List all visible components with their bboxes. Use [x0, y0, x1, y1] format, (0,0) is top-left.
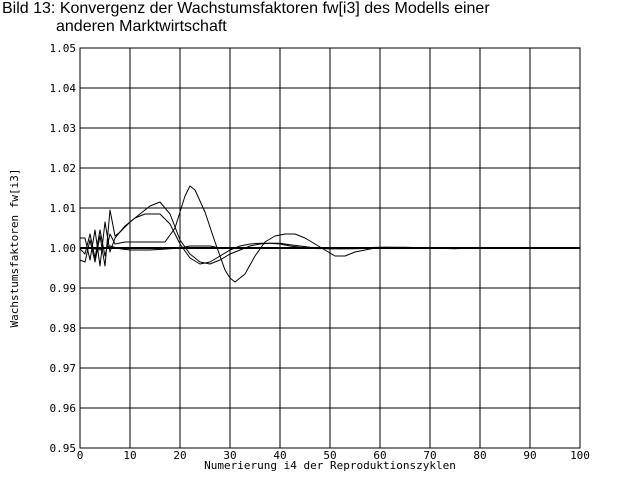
y-axis-label: Wachstumsfaktoren fw[i3] — [8, 169, 21, 328]
y-tick-label-8: 1.03 — [50, 122, 77, 135]
y-tick-label-2: 0.97 — [50, 362, 77, 375]
y-tick-label-1: 0.96 — [50, 402, 77, 415]
y-tick-label-7: 1.02 — [50, 162, 77, 175]
chart-title-line-1: Bild 13: Konvergenz der Wachstumsfaktore… — [2, 0, 490, 17]
y-tick-label-9: 1.04 — [50, 82, 77, 95]
x-tick-label-0: 0 — [77, 449, 84, 462]
x-tick-label-5: 50 — [323, 449, 336, 462]
y-tick-label-10: 1.05 — [50, 42, 77, 55]
x-tick-label-7: 70 — [423, 449, 436, 462]
x-tick-label-10: 100 — [570, 449, 590, 462]
y-axis-ticks: 0.95 0.96 0.97 0.98 0.99 1.00 1.01 1.02 1.03 1.04… — [50, 42, 77, 455]
series-line-1 — [79, 185, 580, 283]
y-tick-label-0: 0.95 — [50, 442, 77, 455]
y-tick-label-4: 0.99 — [50, 282, 77, 295]
x-tick-label-3: 30 — [223, 449, 236, 462]
y-tick-label-6: 1.01 — [50, 202, 77, 215]
x-tick-label-9: 90 — [523, 449, 536, 462]
x-tick-label-2: 20 — [173, 449, 186, 462]
y-tick-label-5: 1.00 — [50, 242, 77, 255]
x-tick-label-4: 40 — [273, 449, 286, 462]
x-tick-label-1: 10 — [123, 449, 136, 462]
x-axis-ticks: 0 10 20 30 40 50 60 70 80 90 100 — [77, 449, 590, 462]
chart-title-line-2: anderen Marktwirtschaft — [56, 18, 227, 35]
x-tick-label-8: 80 — [473, 449, 486, 462]
x-axis-label: Numerierung i4 der Reproduktionszyklen — [204, 459, 456, 472]
x-tick-label-6: 60 — [373, 449, 386, 462]
y-tick-label-3: 0.98 — [50, 322, 77, 335]
